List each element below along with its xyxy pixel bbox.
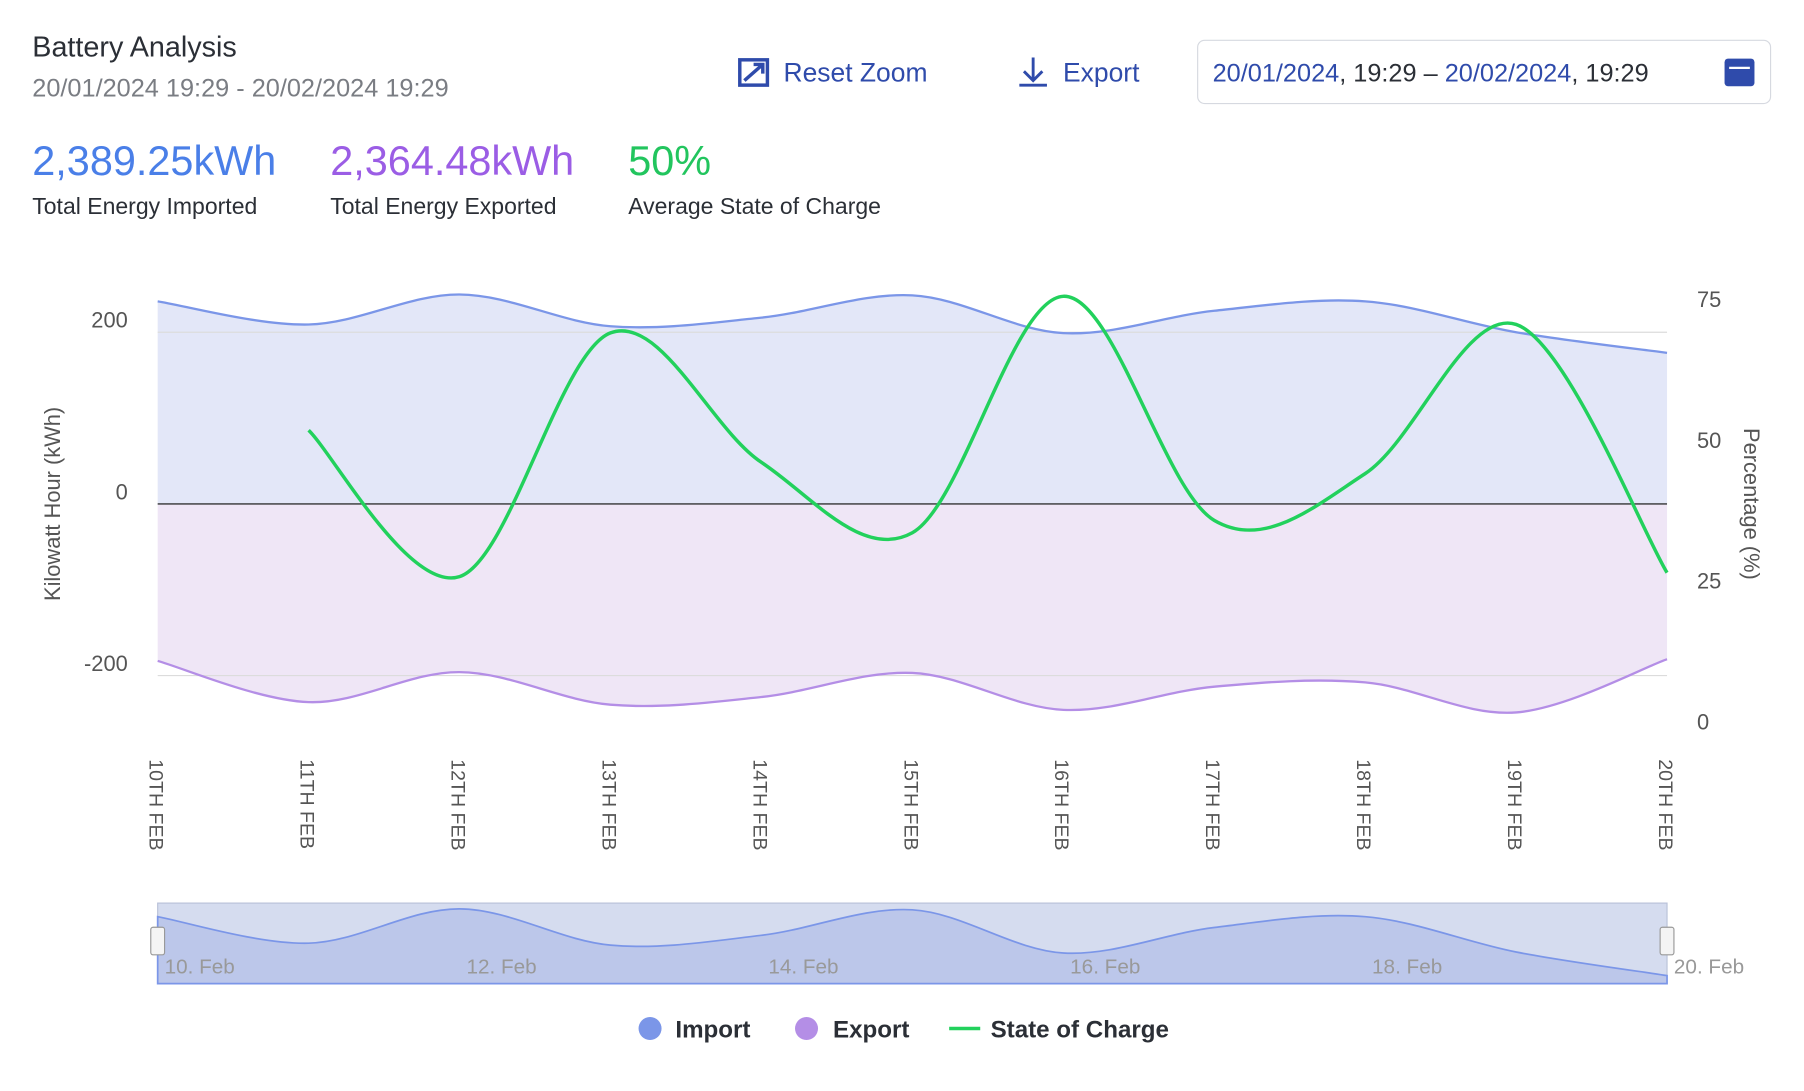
stat-label: Total Energy Exported [330,193,556,219]
legend-label[interactable]: Import [675,1017,750,1044]
x-tick-label: 13TH FEB [597,759,619,850]
y2-tick-label: 0 [1697,709,1709,734]
legend-marker [795,1016,819,1040]
y-tick-label: -200 [84,651,128,676]
export-label: Export [1063,58,1140,88]
calendar-icon [1724,58,1755,87]
end-date: 20/02/2024 [1445,60,1572,88]
stat-value: 2,364.48kWh [330,138,574,184]
y-axis-label: Kilowatt Hour (kWh) [40,407,65,601]
stat-value: 2,389.25kWh [32,138,276,184]
y2-axis-label: Percentage (%) [1739,428,1764,580]
stat-value: 50% [628,138,711,184]
x-tick-label: 20TH FEB [1654,759,1676,850]
y-tick-label: 200 [91,308,127,333]
start-time: , 19:29 – [1339,60,1445,88]
x-tick-label: 10TH FEB [145,759,167,850]
reset-icon-arrow [743,62,765,82]
x-tick-label: 17TH FEB [1201,759,1223,850]
y2-tick-label: 75 [1697,287,1721,312]
export-button[interactable]: Export [1019,57,1140,88]
y-tick-label: 0 [116,479,128,504]
reset-icon [738,58,770,87]
date-range-text: 20/01/2024, 19:29 – 20/02/2024, 19:29 [1213,60,1649,88]
area-fill [157,294,1668,504]
x-tick-label: 15TH FEB [899,759,921,850]
date-range-box [1197,39,1772,105]
legend-marker [638,1016,662,1040]
x-tick-label: 16TH FEB [1050,759,1072,850]
stat-label: Average State of Charge [628,193,881,219]
series-line [157,293,1668,354]
navigator-label: 18. Feb [1372,955,1442,978]
reset-zoom-label: Reset Zoom [784,58,928,88]
area-fill [157,503,1668,713]
legend-label[interactable]: State of Charge [991,1017,1169,1044]
series-line [307,294,1669,580]
x-tick-label: 11TH FEB [296,759,318,849]
subtitle: 20/01/2024 19:29 - 20/02/2024 19:29 [32,75,448,103]
navigator-label: 14. Feb [768,955,838,978]
end-time: , 19:29 [1571,60,1648,88]
x-tick-label: 18TH FEB [1352,759,1374,850]
date-range-picker[interactable]: 20/01/2024, 19:29 – 20/02/2024, 19:29 [1197,39,1772,105]
series-line [157,658,1668,714]
reset-zoom-button[interactable]: Reset Zoom [738,58,928,88]
y2-tick-label: 50 [1697,428,1721,453]
navigator-label: 10. Feb [165,955,235,978]
navigator-label: 16. Feb [1070,955,1140,978]
navigator-handle[interactable] [150,926,166,956]
navigator-label: 12. Feb [466,955,536,978]
x-tick-label: 14TH FEB [748,759,770,850]
stat-label: Total Energy Imported [32,193,257,219]
navigator-label: 20. Feb [1674,955,1744,978]
navigator-area [156,907,1668,985]
x-tick-label: 12TH FEB [446,759,468,850]
x-tick-label: 19TH FEB [1503,759,1525,850]
export-icon [1019,57,1047,87]
start-date: 20/01/2024 [1213,60,1340,88]
legend-label[interactable]: Export [833,1017,909,1044]
navigator-handle[interactable] [1659,926,1675,956]
title: Battery Analysis [32,31,237,63]
y2-tick-label: 25 [1697,569,1721,594]
